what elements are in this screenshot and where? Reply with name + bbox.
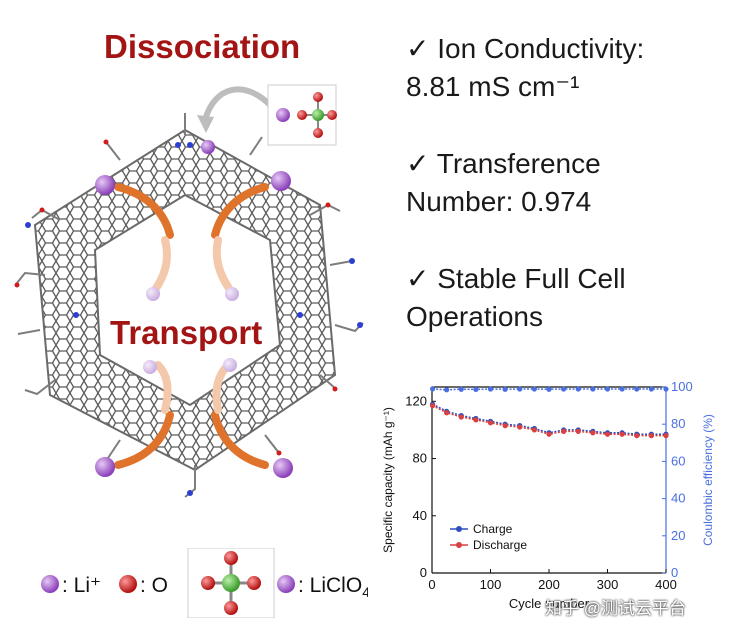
y2-tick-label: 100 <box>671 379 693 394</box>
data-point-discharge <box>473 417 479 423</box>
data-point-discharge <box>487 420 494 426</box>
li-ion-faded <box>225 287 239 301</box>
li-legend-label: : Li⁺ <box>62 574 101 597</box>
data-point-coulombic-efficiency <box>517 386 523 392</box>
data-point-coulombic-efficiency <box>531 386 537 392</box>
li-ion <box>276 108 290 122</box>
li-ion <box>201 140 215 154</box>
o-legend-icon <box>119 575 137 593</box>
li-legend-icon <box>41 575 59 593</box>
x-tick-label: 300 <box>597 577 619 592</box>
y2-tick-label: 80 <box>671 416 685 431</box>
y2-tick-label: 20 <box>671 528 685 543</box>
x-tick-label: 0 <box>428 577 435 592</box>
data-point-coulombic-efficiency <box>487 386 494 392</box>
data-point-coulombic-efficiency <box>648 386 654 392</box>
feature-transference-number: ✓ Transference Number: 0.974 <box>406 148 601 217</box>
li-ion <box>95 175 115 195</box>
li-ion <box>271 171 291 191</box>
y-tick-label: 80 <box>413 451 427 466</box>
legend-label-charge: Charge <box>473 522 513 536</box>
data-point-discharge <box>502 423 508 429</box>
series-line-charge <box>432 403 666 435</box>
li-ion-faded <box>223 358 237 372</box>
data-point-coulombic-efficiency <box>546 386 552 392</box>
data-point-coulombic-efficiency <box>458 386 464 392</box>
data-point-discharge <box>663 433 669 439</box>
x-tick-label: 200 <box>538 577 560 592</box>
data-point-discharge <box>429 403 436 409</box>
nitrogen-atoms <box>25 142 363 496</box>
x-tick-label: 100 <box>480 577 502 592</box>
data-point-discharge <box>561 428 567 434</box>
check-icon: ✓ <box>406 263 430 294</box>
x-tick-label: 400 <box>655 577 677 592</box>
data-point-coulombic-efficiency <box>590 386 596 392</box>
data-point-discharge <box>531 427 537 433</box>
oxygen-atoms <box>14 139 338 456</box>
transport-arrows <box>114 183 269 469</box>
y2-tick-label: 0 <box>671 565 678 580</box>
check-icon: ✓ <box>406 33 430 64</box>
data-point-discharge <box>648 433 654 439</box>
y2-axis-label: Coulombic efficiency (%) <box>701 414 715 546</box>
data-point-discharge <box>546 431 552 437</box>
data-point-discharge <box>458 414 464 420</box>
y-tick-label: 120 <box>405 393 427 408</box>
li-ion <box>95 457 115 477</box>
feature-ion-conductivity: ✓ Ion Conductivity: 8.81 mS cm⁻¹ <box>406 33 645 102</box>
y-tick-label: 0 <box>420 565 427 580</box>
data-point-discharge <box>604 431 611 437</box>
data-point-coulombic-efficiency <box>575 386 581 392</box>
watermark: 知乎 @测试云平台 <box>545 599 686 618</box>
legend-swatch-marker <box>456 526 462 532</box>
li-ion-faded <box>146 287 160 301</box>
dissociation-title: Dissociation <box>104 28 301 65</box>
perchlorate-molecule <box>297 92 337 138</box>
dissociation-arrow <box>202 86 273 121</box>
data-point-coulombic-efficiency <box>502 386 508 392</box>
data-point-coulombic-efficiency <box>429 386 436 392</box>
data-point-discharge <box>575 428 581 434</box>
perchlorate-legend-icon <box>201 551 261 615</box>
cof-framework-illustration <box>14 84 364 498</box>
data-point-discharge <box>444 410 450 416</box>
y-tick-label: 40 <box>413 508 427 523</box>
o-legend-label: : O <box>140 574 168 597</box>
data-point-coulombic-efficiency <box>619 386 625 392</box>
data-point-coulombic-efficiency <box>663 386 669 392</box>
y2-tick-label: 40 <box>671 491 685 506</box>
data-point-coulombic-efficiency <box>444 387 450 393</box>
legend-label-discharge: Discharge <box>473 538 527 552</box>
data-point-discharge <box>517 424 523 430</box>
data-point-discharge <box>634 433 640 439</box>
feature-stable-full-cell: ✓ Stable Full Cell Operations <box>406 263 626 332</box>
transport-title: Transport <box>110 314 263 351</box>
atom-legend: : Li⁺ : O : LiClO4 <box>41 548 368 618</box>
data-point-coulombic-efficiency <box>604 386 611 392</box>
legend-swatch-marker <box>456 542 462 548</box>
data-point-coulombic-efficiency <box>634 386 640 392</box>
data-point-coulombic-efficiency <box>473 386 479 393</box>
data-point-coulombic-efficiency <box>561 386 567 392</box>
li-ion-faded <box>143 360 157 374</box>
check-icon: ✓ <box>406 148 430 179</box>
x-axis-label: Cycle number <box>509 596 590 611</box>
li-ion <box>273 458 293 478</box>
liclo4-legend-label: : LiClO4 <box>298 574 368 600</box>
liclo4-li-icon <box>277 575 295 593</box>
data-point-discharge <box>590 430 596 436</box>
y2-tick-label: 60 <box>671 453 685 468</box>
data-point-discharge <box>619 431 625 437</box>
y-axis-label: Specific capacity (mAh g⁻¹) <box>381 407 395 553</box>
